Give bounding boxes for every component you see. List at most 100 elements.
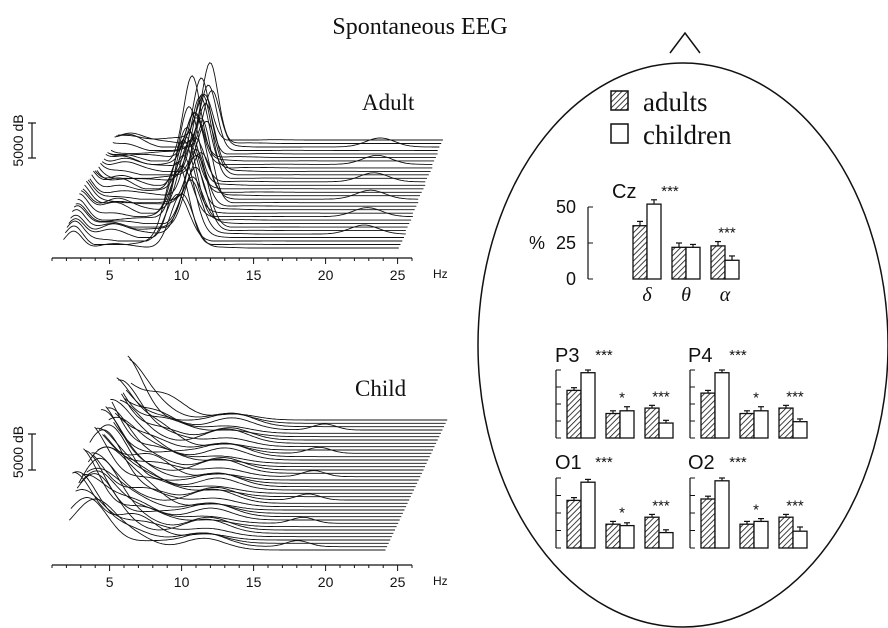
- spectrum-trace: [70, 497, 388, 548]
- spectrum-trace: [80, 470, 397, 528]
- spectrum-trace: [105, 406, 422, 474]
- spectrum-trace: [73, 471, 391, 541]
- spectrum-trace: [100, 120, 429, 176]
- figure-title: Spontaneous EEG: [332, 14, 507, 40]
- spectrum-trace: [92, 454, 410, 501]
- bar-children: [753, 410, 769, 439]
- category-label: δ: [642, 284, 652, 306]
- bar-adults: [605, 523, 621, 549]
- bar-adults: [632, 225, 648, 280]
- x-tick-label: 5: [106, 574, 114, 590]
- bar-adults: [671, 246, 687, 280]
- bar-children: [685, 246, 701, 280]
- significance-marker: ***: [786, 388, 804, 405]
- bar-children: [580, 481, 596, 549]
- spectrum-trace: [97, 446, 414, 491]
- spectrum-trace: [107, 407, 424, 471]
- y-tick-label: 50: [556, 197, 576, 217]
- bar-children: [658, 422, 674, 439]
- spectrum-trace: [103, 96, 433, 169]
- spectrum-trace: [100, 409, 418, 484]
- significance-marker: *: [619, 390, 625, 407]
- bar-children: [792, 530, 808, 549]
- scale-bar-label: 5000 dB: [10, 114, 26, 166]
- spectrum-trace: [109, 111, 436, 158]
- x-tick-label: 5: [106, 267, 114, 283]
- spectrum-trace: [121, 393, 438, 441]
- bar-adults: [778, 516, 794, 549]
- spectrum-trace: [84, 154, 417, 207]
- spectrum-trace: [80, 139, 413, 214]
- spectrum-trace: [98, 93, 427, 179]
- head-outline: [477, 62, 888, 628]
- bar-adults: [700, 392, 716, 439]
- significance-marker: ***: [729, 454, 747, 471]
- spectrum-trace: [96, 427, 413, 494]
- significance-marker: ***: [652, 388, 670, 405]
- bar-panel-o2: O2 **** ***: [688, 452, 808, 549]
- spectrum-trace: [72, 471, 389, 544]
- x-tick-label: 15: [246, 574, 262, 590]
- legend-adults-swatch: [610, 90, 629, 111]
- spectrum-trace: [81, 474, 399, 524]
- spectrum-trace: [73, 149, 408, 228]
- spectrum-trace: [94, 106, 426, 186]
- bar-children: [619, 524, 635, 549]
- panel-label: O1: [555, 452, 582, 474]
- panel-label: Cz: [612, 181, 636, 203]
- bar-panel-p4: P4 **** ***: [688, 345, 808, 439]
- x-tick-label: 20: [318, 267, 334, 283]
- bar-adults: [739, 523, 755, 549]
- spectrum-trace: [70, 179, 406, 235]
- spectrum-trace: [105, 113, 433, 165]
- x-tick-label: 25: [390, 574, 406, 590]
- spectrum-trace: [75, 489, 392, 538]
- spectrum-trace: [114, 90, 440, 148]
- spectrum-trace: [107, 75, 435, 162]
- spectrum-trace: [119, 399, 437, 444]
- spectrum-trace: [130, 382, 448, 421]
- spectrum-trace: [94, 426, 411, 498]
- spectrum-trace: [91, 452, 408, 504]
- spectrum-trace: [127, 355, 444, 428]
- spectrum-trace: [110, 77, 438, 155]
- significance-marker: ***: [718, 225, 736, 242]
- x-tick-label: 10: [174, 267, 190, 283]
- panel-label: O2: [688, 452, 715, 474]
- significance-marker: ***: [729, 347, 747, 364]
- legend-children-label: children: [643, 120, 732, 150]
- y-axis-label: %: [529, 233, 545, 253]
- bar-panel-cz: 0 25 50% Cz *** δ θ *** α: [529, 181, 740, 306]
- y-tick-label: 25: [556, 233, 576, 253]
- panel-label: P4: [688, 345, 712, 367]
- spectrum-trace: [68, 154, 404, 238]
- spectrum-trace: [93, 126, 424, 190]
- significance-marker: ***: [786, 497, 804, 514]
- bar-adults: [644, 516, 660, 549]
- adult-spectra-panel: 5 10 15 20 25 Hz Adult 5000 dB: [10, 62, 448, 283]
- legend-children-swatch: [610, 123, 629, 144]
- spectrum-trace: [64, 161, 401, 245]
- x-tick-label: 10: [174, 574, 190, 590]
- spectrum-trace: [77, 136, 412, 221]
- spectrum-trace: [78, 457, 395, 531]
- significance-marker: ***: [652, 497, 670, 514]
- spectrum-trace: [84, 449, 402, 518]
- significance-marker: ***: [661, 183, 679, 200]
- spectrum-trace: [102, 434, 419, 481]
- spectrum-trace: [124, 398, 441, 434]
- spectrum-trace: [111, 401, 429, 461]
- nose-marker: [669, 31, 701, 54]
- spectrum-trace: [114, 412, 432, 454]
- bar-children: [619, 410, 635, 439]
- spectrum-trace: [98, 424, 416, 488]
- spectrum-trace: [122, 392, 440, 438]
- bar-panel-o1: O1 **** ***: [555, 452, 674, 549]
- scale-bar-label: 5000 dB: [10, 426, 26, 478]
- spectrum-trace: [103, 434, 421, 478]
- spectrum-trace: [86, 117, 419, 204]
- spectrum-trace: [86, 467, 403, 514]
- spectrum-trace: [101, 102, 431, 172]
- bar-children: [646, 203, 662, 280]
